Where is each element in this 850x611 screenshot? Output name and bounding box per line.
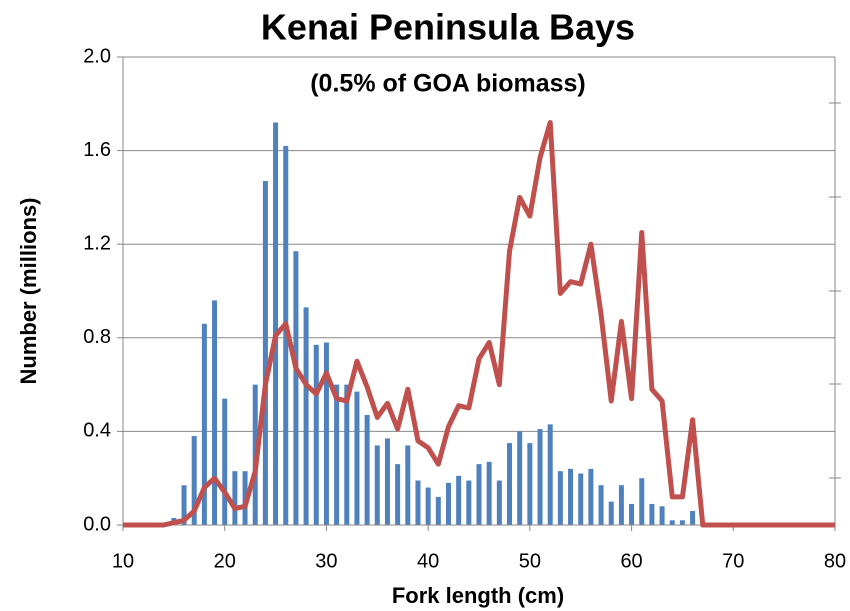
bar xyxy=(293,251,299,525)
bar xyxy=(435,496,441,525)
x-axis-label: Fork length (cm) xyxy=(392,583,564,608)
bar xyxy=(323,342,329,525)
bar xyxy=(405,445,411,525)
bar xyxy=(313,344,319,525)
bar xyxy=(466,480,472,525)
bar xyxy=(212,300,218,525)
bar xyxy=(222,398,228,525)
x-tick-label: 20 xyxy=(214,550,236,572)
bar xyxy=(344,384,350,525)
bar xyxy=(578,473,584,525)
bar xyxy=(517,431,523,525)
y-tick-label: 1.2 xyxy=(83,232,111,254)
chart-subtitle: (0.5% of GOA biomass) xyxy=(310,70,586,98)
bar xyxy=(649,503,655,525)
right-axis xyxy=(829,57,841,525)
bar xyxy=(618,485,624,525)
x-tick-label: 30 xyxy=(315,550,337,572)
y-tick-label: 0.4 xyxy=(83,420,111,442)
y-tick-label: 1.6 xyxy=(83,139,111,161)
bar xyxy=(659,506,665,525)
bar xyxy=(334,384,340,525)
bar xyxy=(527,443,533,525)
bar xyxy=(262,181,268,525)
bar xyxy=(425,487,431,525)
bar xyxy=(374,445,380,525)
bar xyxy=(303,307,309,525)
bar xyxy=(547,424,553,525)
bar xyxy=(232,471,238,525)
bar xyxy=(395,464,401,525)
chart-title: Kenai Peninsula Bays xyxy=(261,7,635,48)
bar xyxy=(690,510,696,525)
bar xyxy=(639,478,645,525)
bar xyxy=(476,464,482,525)
bar xyxy=(496,480,502,525)
bar xyxy=(598,485,604,525)
x-tick-label: 50 xyxy=(519,550,541,572)
bar xyxy=(679,520,685,525)
bar xyxy=(486,461,492,525)
line xyxy=(123,120,835,528)
bar xyxy=(201,323,207,525)
x-tick-label: 80 xyxy=(824,550,846,572)
bar xyxy=(608,501,614,525)
bar xyxy=(507,443,513,525)
bar xyxy=(415,480,421,525)
bar xyxy=(588,468,594,525)
bar xyxy=(568,468,574,525)
bar xyxy=(669,520,675,525)
x-tick-label: 70 xyxy=(722,550,744,572)
bar xyxy=(537,429,543,525)
y-tick-label: 0.8 xyxy=(83,326,111,348)
bar xyxy=(364,415,370,525)
bar xyxy=(181,485,187,525)
bar xyxy=(629,503,635,525)
y-axis-label: Number (millions) xyxy=(16,197,41,384)
bar xyxy=(456,475,462,525)
bar xyxy=(557,471,563,525)
bar xyxy=(354,391,360,525)
x-tick-label: 10 xyxy=(112,550,134,572)
x-tick-label: 60 xyxy=(620,550,642,572)
bar xyxy=(273,122,279,526)
bar xyxy=(445,482,451,525)
bar xyxy=(283,145,289,526)
y-tick-label: 2.0 xyxy=(83,45,111,67)
bar xyxy=(191,436,197,525)
x-tick-label: 40 xyxy=(417,550,439,572)
bar xyxy=(384,438,390,525)
y-tick-label: 0.0 xyxy=(83,513,111,535)
